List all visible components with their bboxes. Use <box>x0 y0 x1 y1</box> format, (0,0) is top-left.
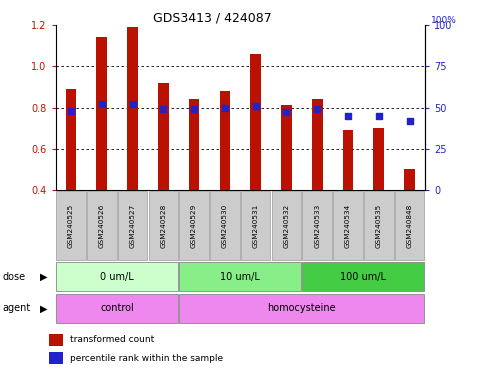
FancyBboxPatch shape <box>179 294 425 323</box>
Bar <box>96 37 107 190</box>
Point <box>98 101 106 107</box>
FancyBboxPatch shape <box>210 191 240 260</box>
Text: control: control <box>100 303 134 313</box>
Bar <box>312 99 323 190</box>
Point <box>375 113 383 119</box>
Bar <box>281 106 292 190</box>
Text: GSM240527: GSM240527 <box>129 204 136 248</box>
Text: GSM240528: GSM240528 <box>160 204 166 248</box>
Bar <box>66 89 76 190</box>
Text: GSM240526: GSM240526 <box>99 204 105 248</box>
Text: GSM240531: GSM240531 <box>253 204 259 248</box>
Text: transformed count: transformed count <box>70 335 154 344</box>
Text: percentile rank within the sample: percentile rank within the sample <box>70 354 223 363</box>
Bar <box>404 169 415 190</box>
Text: GDS3413 / 424087: GDS3413 / 424087 <box>153 12 272 25</box>
Text: 100%: 100% <box>430 16 456 25</box>
Text: 0 um/L: 0 um/L <box>100 272 134 282</box>
Text: GSM240530: GSM240530 <box>222 204 228 248</box>
FancyBboxPatch shape <box>56 294 178 323</box>
Bar <box>49 334 63 346</box>
Text: 100 um/L: 100 um/L <box>341 272 386 282</box>
Bar <box>49 352 63 364</box>
Bar <box>158 83 169 190</box>
Text: dose: dose <box>2 272 26 282</box>
FancyBboxPatch shape <box>118 191 147 260</box>
Bar <box>250 54 261 190</box>
Bar <box>373 128 384 190</box>
FancyBboxPatch shape <box>179 191 209 260</box>
Point <box>252 103 259 109</box>
Point <box>190 106 198 112</box>
FancyBboxPatch shape <box>56 262 178 291</box>
FancyBboxPatch shape <box>56 191 85 260</box>
Point <box>128 101 136 107</box>
Point <box>221 104 229 111</box>
Text: homocysteine: homocysteine <box>268 303 336 313</box>
Text: GSM240535: GSM240535 <box>376 204 382 248</box>
Text: GSM240534: GSM240534 <box>345 204 351 248</box>
Bar <box>189 99 199 190</box>
FancyBboxPatch shape <box>302 262 425 291</box>
FancyBboxPatch shape <box>241 191 270 260</box>
Point <box>67 108 75 114</box>
Text: GSM240532: GSM240532 <box>284 204 289 248</box>
Text: ▶: ▶ <box>40 303 47 313</box>
FancyBboxPatch shape <box>302 191 332 260</box>
Text: 10 um/L: 10 um/L <box>220 272 260 282</box>
Text: GSM240848: GSM240848 <box>407 204 412 248</box>
Point <box>159 106 167 112</box>
FancyBboxPatch shape <box>364 191 394 260</box>
FancyBboxPatch shape <box>333 191 363 260</box>
FancyBboxPatch shape <box>87 191 116 260</box>
Text: GSM240529: GSM240529 <box>191 204 197 248</box>
Point <box>406 118 413 124</box>
FancyBboxPatch shape <box>395 191 425 260</box>
Text: GSM240533: GSM240533 <box>314 204 320 248</box>
Bar <box>127 27 138 190</box>
Text: agent: agent <box>2 303 30 313</box>
Text: GSM240525: GSM240525 <box>68 204 74 248</box>
Point <box>313 106 321 112</box>
Bar <box>219 91 230 190</box>
FancyBboxPatch shape <box>272 191 301 260</box>
Point <box>344 113 352 119</box>
FancyBboxPatch shape <box>149 191 178 260</box>
Bar <box>342 130 354 190</box>
FancyBboxPatch shape <box>179 262 301 291</box>
Point <box>283 109 290 116</box>
Text: ▶: ▶ <box>40 272 47 282</box>
